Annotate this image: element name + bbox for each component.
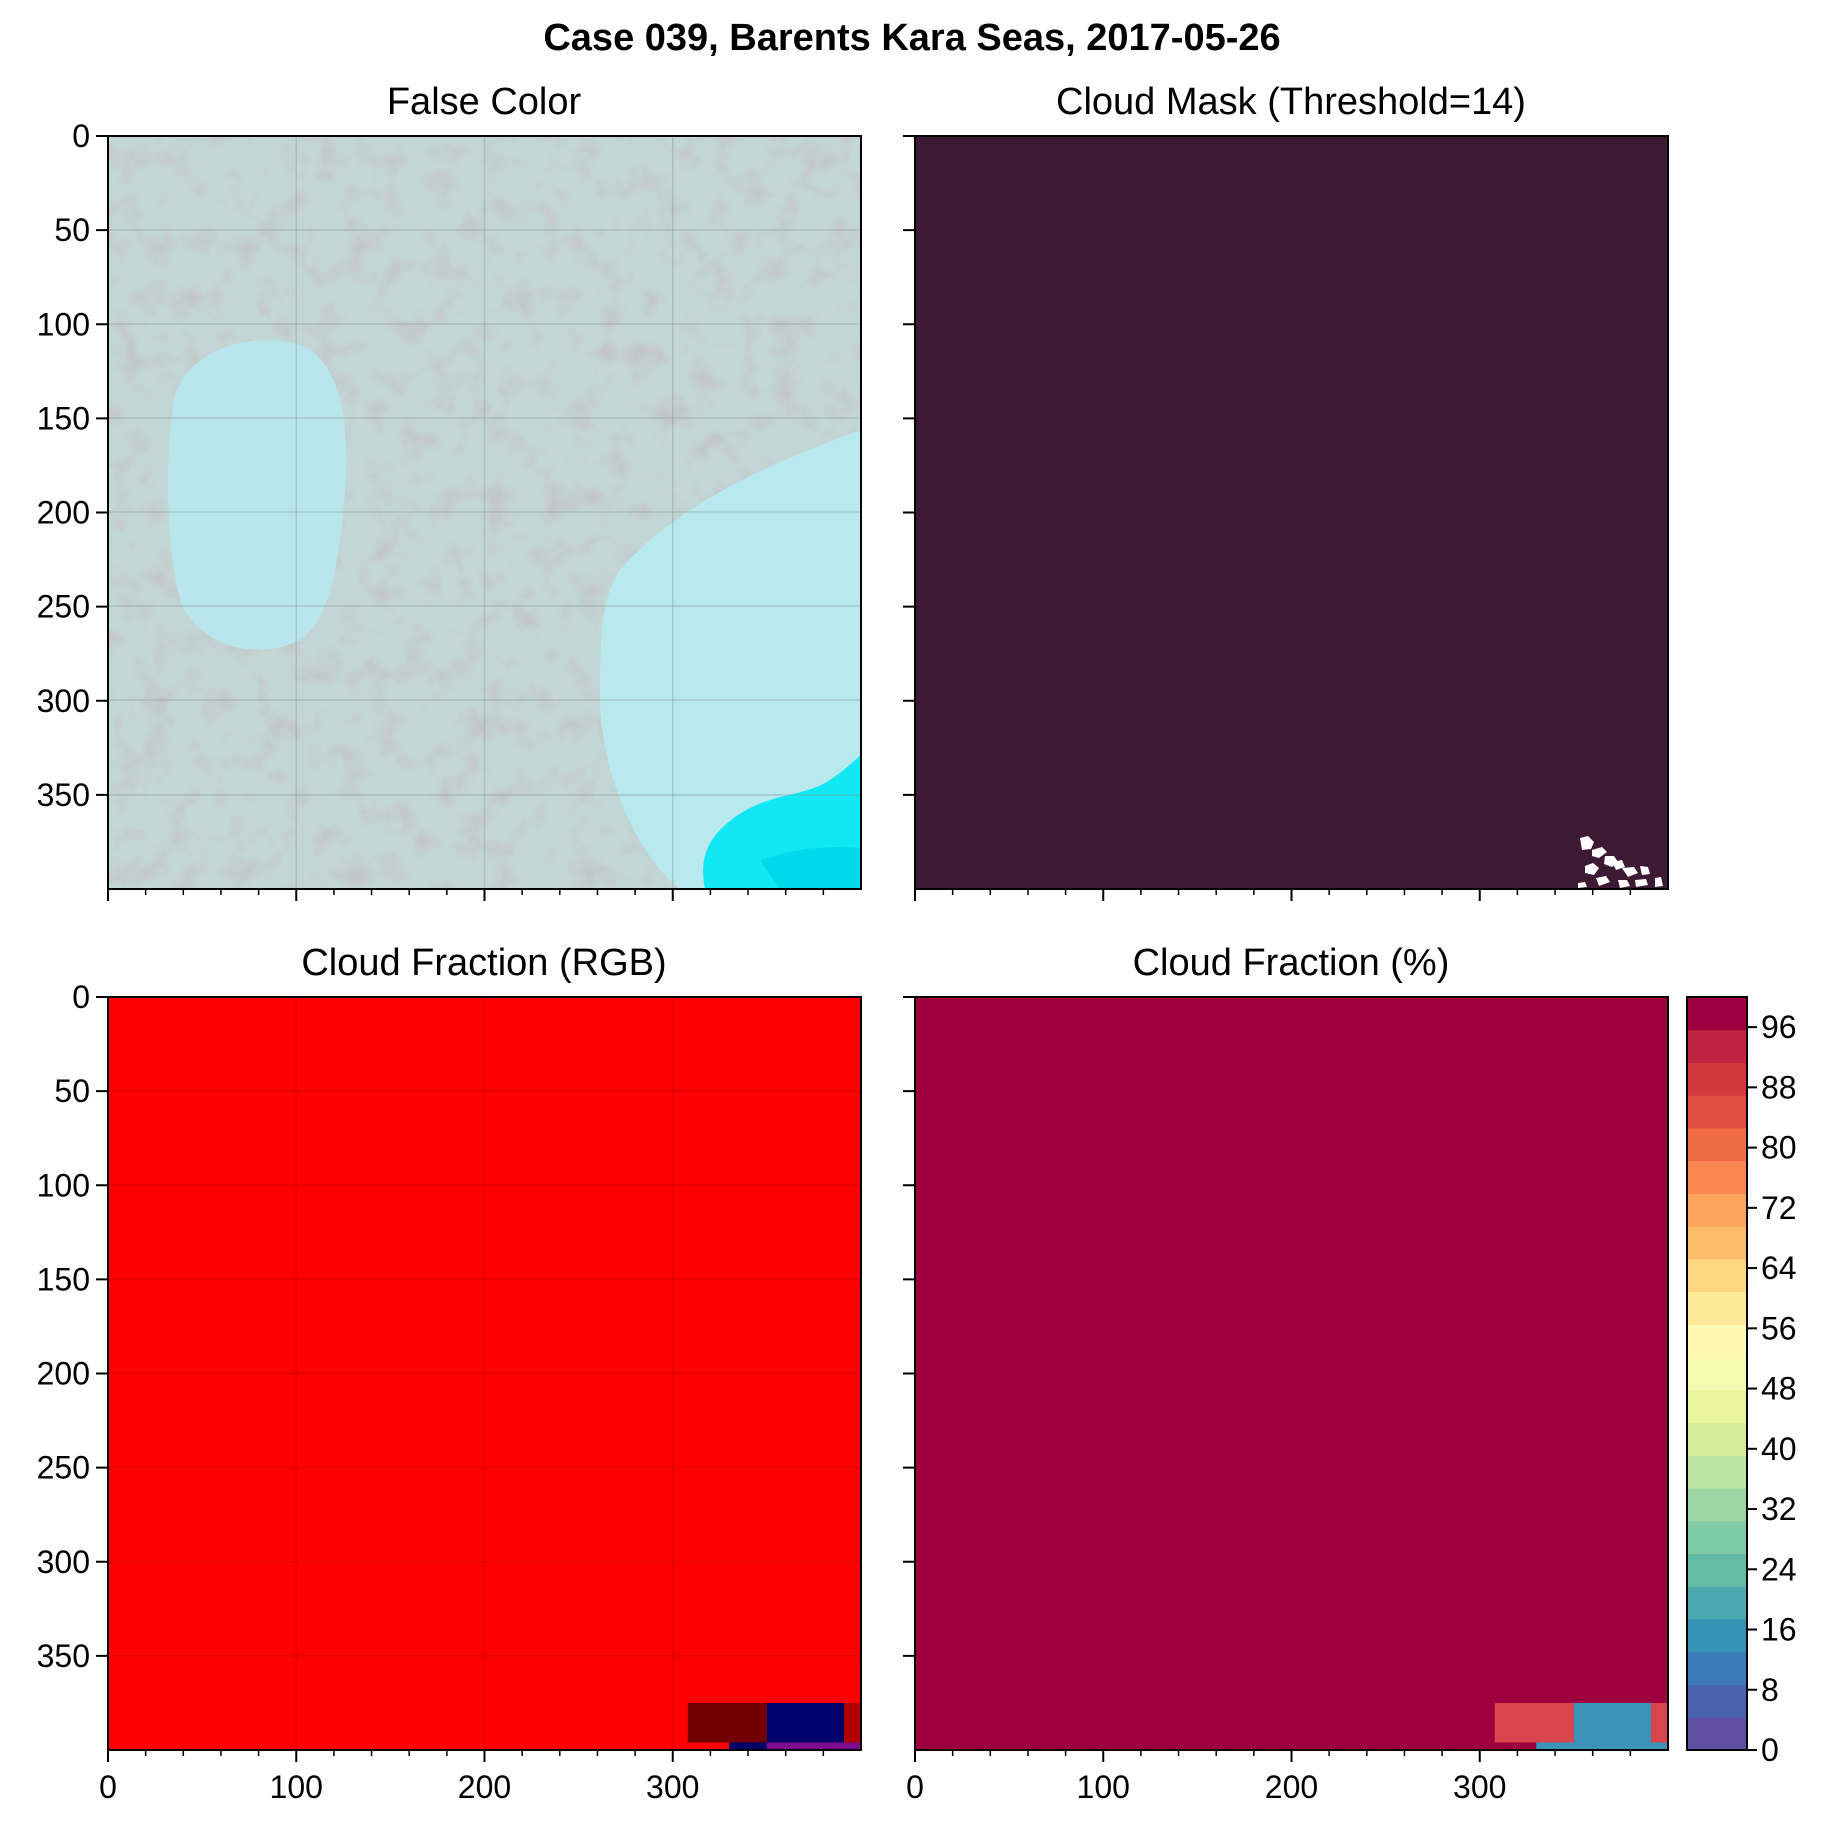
cloud-fraction-rgb-cell-5: [766, 1742, 861, 1750]
y-tick-label: 200: [37, 1356, 90, 1392]
cloud-fraction-pct-cell-1: [1494, 1702, 1574, 1743]
colorbar-segment: [1687, 1127, 1747, 1162]
colorbar-tick-label: 0: [1761, 1732, 1779, 1768]
x-tick-label: 200: [1265, 1769, 1318, 1805]
x-tick-label: 300: [646, 1769, 699, 1805]
figure-title: Case 039, Barents Kara Seas, 2017-05-26: [543, 17, 1280, 59]
cloud-fraction-pct-cell-3: [1651, 1702, 1668, 1743]
cloud-fraction-rgb-grid: [108, 997, 861, 1750]
panel-title-cloud-mask: Cloud Mask (Threshold=14): [1056, 81, 1526, 123]
axes-ticks: 0 50 100 150 200 250 300 350 0 100 200 300 0 50 100 150…: [37, 118, 1632, 1805]
colorbar-segment: [1687, 1455, 1747, 1489]
x-tick-label: 300: [1453, 1769, 1506, 1805]
cloud-fraction-rgb-cell-0: [108, 997, 861, 1750]
x-tick-label: 0: [99, 1769, 117, 1805]
x-tick-label: 200: [458, 1769, 511, 1805]
false-color-grid: [108, 136, 861, 889]
colorbar-segment: [1687, 1684, 1747, 1718]
colorbar: 0 8 16 24 32 40 48 56 64 72 80 88 96: [1686, 996, 1797, 1768]
colorbar-tick-label: 40: [1761, 1431, 1797, 1467]
cloud-mask-background: [915, 136, 1668, 889]
colorbar-tick-label: 8: [1761, 1672, 1779, 1708]
y-tick-label: 50: [54, 212, 90, 248]
false-color-ice-region-left: [168, 340, 347, 650]
y-tick-label: 300: [37, 1544, 90, 1580]
false-color-open-water-edge: [760, 847, 861, 889]
colorbar-segment: [1687, 1226, 1747, 1260]
y-tick-label: 250: [37, 589, 90, 625]
colorbar-segment: [1687, 1389, 1747, 1424]
colorbar-segment: [1687, 1258, 1747, 1293]
x-tick-label: 0: [906, 1769, 924, 1805]
colorbar-segment: [1687, 1651, 1747, 1686]
cloud-fraction-pct-cell-2: [1573, 1702, 1652, 1743]
colorbar-segment: [1687, 1553, 1747, 1587]
panel-false-color: [107, 135, 862, 890]
y-tick-label: 50: [54, 1073, 90, 1109]
y-tick-label: 0: [72, 979, 90, 1015]
cloud-fraction-pct-cell-4: [1536, 1742, 1668, 1750]
y-tick-label: 150: [37, 400, 90, 436]
colorbar-tick-label: 72: [1761, 1190, 1797, 1226]
cloud-fraction-rgb-cell-4: [729, 1742, 767, 1750]
panel-title-cloud-fraction-pct: Cloud Fraction (%): [1133, 942, 1450, 984]
colorbar-segment: [1687, 1193, 1747, 1227]
panel-cloud-fraction-pct: [914, 996, 1669, 1751]
cloud-fraction-pct-cell-0: [915, 997, 1668, 1750]
panel-cloud-fraction-rgb: [107, 996, 862, 1751]
panel-title-cloud-fraction-rgb: Cloud Fraction (RGB): [301, 942, 666, 984]
cloud-fraction-rgb-cell-2: [766, 1702, 845, 1743]
colorbar-tick-label: 16: [1761, 1612, 1797, 1648]
y-tick-label: 150: [37, 1261, 90, 1297]
colorbar-tick-label: 24: [1761, 1551, 1797, 1587]
colorbar-tick-label: 64: [1761, 1250, 1797, 1286]
colorbar-segment: [1687, 1422, 1747, 1456]
x-tick-label: 100: [1077, 1769, 1130, 1805]
cloud-fraction-rgb-cell-1: [687, 1702, 767, 1743]
colorbar-tick-label: 96: [1761, 1009, 1797, 1045]
colorbar-segment: [1687, 1062, 1747, 1096]
colorbar-segment: [1687, 997, 1747, 1031]
panel-title-false-color: False Color: [387, 81, 582, 123]
colorbar-segment: [1687, 1488, 1747, 1522]
colorbar-tick-label: 48: [1761, 1371, 1797, 1407]
colorbar-tick-label: 56: [1761, 1310, 1797, 1346]
y-tick-label: 100: [37, 306, 90, 342]
y-tick-label: 100: [37, 1167, 90, 1203]
colorbar-segment: [1687, 1291, 1747, 1325]
colorbar-segment: [1687, 1619, 1747, 1653]
y-tick-label: 200: [37, 495, 90, 531]
cloud-mask-clear-pixels: [1578, 836, 1663, 888]
colorbar-tick-label: 80: [1761, 1130, 1797, 1166]
colorbar-tick-label: 88: [1761, 1069, 1797, 1105]
panel-cloud-mask: [914, 135, 1669, 890]
colorbar-segment: [1687, 1324, 1747, 1358]
colorbar-frame: [1686, 996, 1748, 1751]
y-tick-label: 250: [37, 1450, 90, 1486]
false-color-ice-region-right: [600, 430, 861, 889]
colorbar-tick-label: 32: [1761, 1491, 1797, 1527]
colorbar-segment: [1687, 1520, 1747, 1555]
x-tick-label: 100: [270, 1769, 323, 1805]
colorbar-segment: [1687, 1095, 1747, 1129]
y-tick-label: 350: [37, 1638, 90, 1674]
colorbar-segment: [1687, 1586, 1747, 1620]
colorbar-segment: [1687, 1357, 1747, 1391]
y-tick-label: 350: [37, 777, 90, 813]
cloud-fraction-rgb-cell-3: [844, 1702, 861, 1743]
y-tick-label: 300: [37, 683, 90, 719]
colorbar-segment: [1687, 1160, 1747, 1194]
colorbar-segment: [1687, 1029, 1747, 1063]
colorbar-segment: [1687, 1717, 1747, 1751]
y-tick-label: 0: [72, 118, 90, 154]
